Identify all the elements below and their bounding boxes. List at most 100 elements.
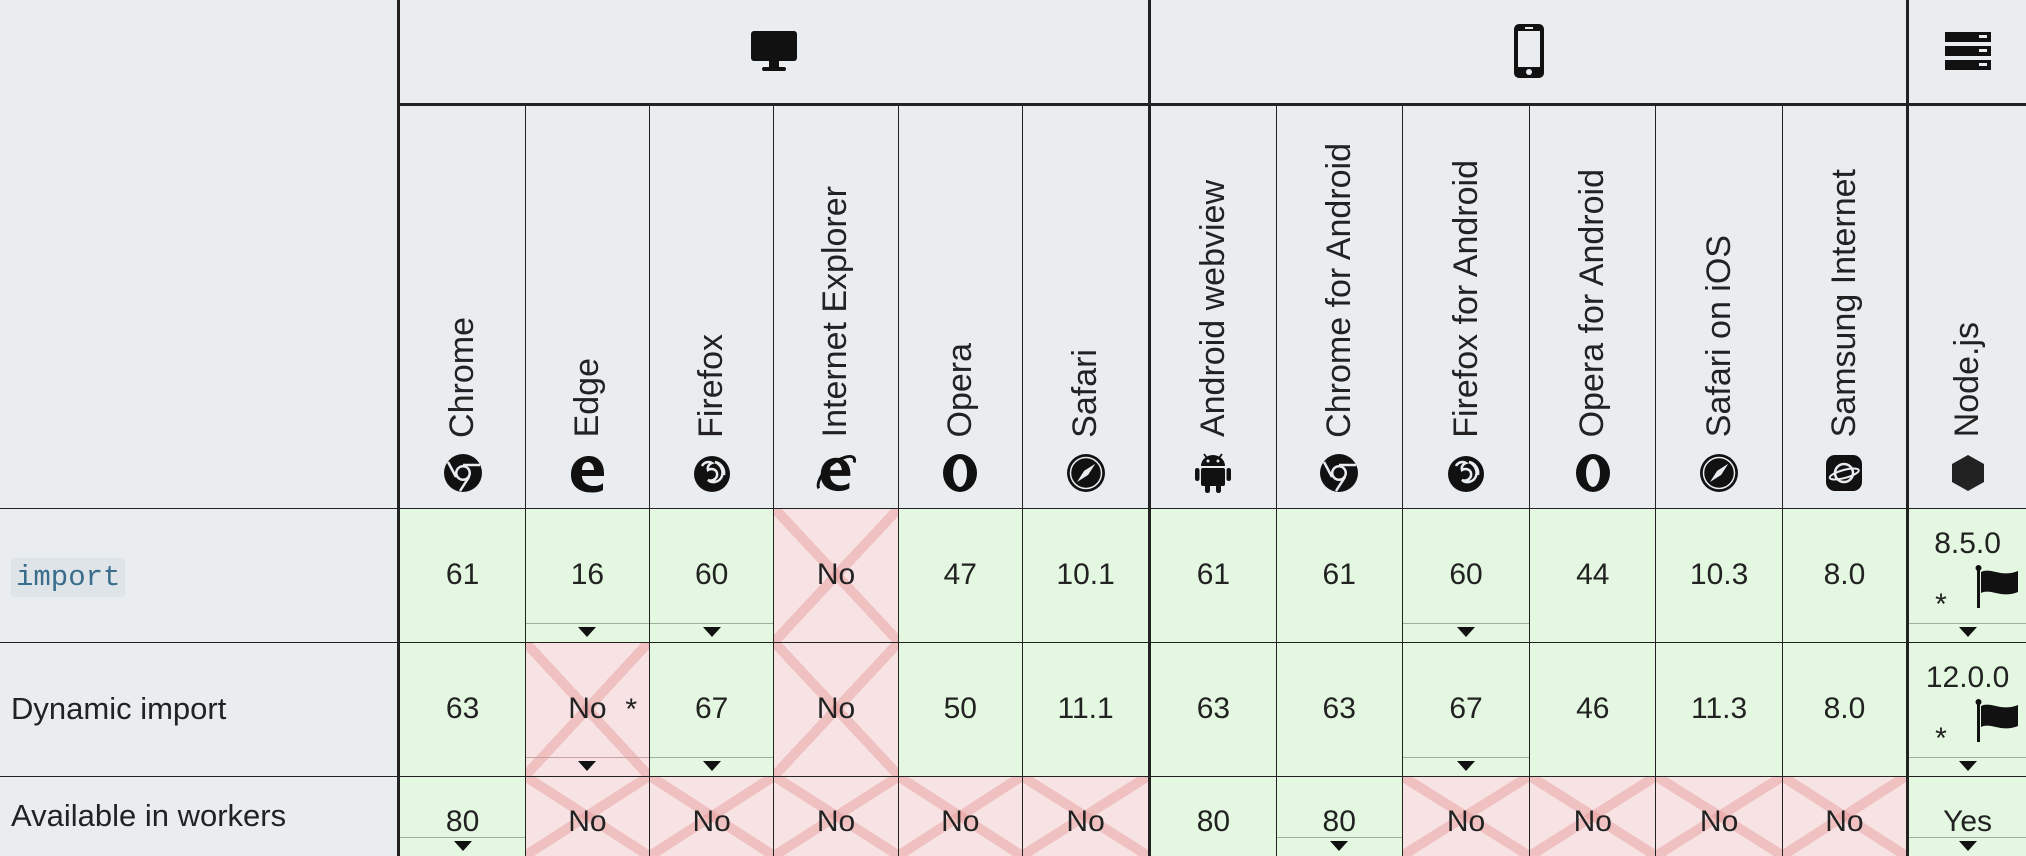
browser-header-chrome-for-android: Chrome for Android <box>1275 104 1403 508</box>
support-value: 16 <box>570 558 605 591</box>
support-value: 63 <box>1196 692 1231 725</box>
browser-header-firefox-for-android: Firefox for Android <box>1401 104 1530 508</box>
browser-name: Firefox <box>692 333 731 438</box>
support-value: No <box>1699 805 1739 839</box>
note-asterisk-icon: * <box>1935 721 1947 755</box>
browser-name: Node.js <box>1948 322 1987 438</box>
browser-header-firefox: Firefox <box>649 104 774 508</box>
triangle-down-icon <box>702 760 721 771</box>
support-value: 60 <box>695 558 729 591</box>
support-cell[interactable]: Yes <box>1906 775 2026 856</box>
support-cell: No <box>773 641 899 776</box>
triangle-down-icon <box>578 626 597 637</box>
support-cell[interactable]: No * <box>524 641 650 776</box>
triangle-down-icon <box>702 626 721 637</box>
platform-header-row <box>0 0 2026 508</box>
server-icon <box>1943 32 1993 71</box>
expand-notes-toggle[interactable] <box>1910 622 2026 642</box>
support-cell: No <box>773 507 899 642</box>
support-value: No <box>816 805 856 839</box>
chrome-icon <box>442 452 484 494</box>
browser-name: Samsung Internet <box>1824 169 1863 438</box>
support-cell[interactable]: 8.5.0 * <box>1906 507 2026 642</box>
support-cell: 8.0 <box>1781 641 1908 776</box>
browser-header-node-js: Node.js <box>1906 104 2026 508</box>
support-value: 80 <box>445 805 480 839</box>
support-value: Yes <box>1943 805 1993 839</box>
support-value: 12.0.0 <box>1925 660 2010 694</box>
support-value: 46 <box>1576 692 1610 725</box>
feature-row: Available in workers 80 No No No No No 80 80 No No… <box>0 775 2026 856</box>
feature-row: Dynamic import 63 No * 67 No 50 11.1 63 63 67 46 11.… <box>0 641 2026 776</box>
browser-header-samsung-internet: Samsung Internet <box>1781 104 1908 508</box>
browser-header-chrome: Chrome <box>397 104 526 508</box>
triangle-down-icon <box>578 760 597 771</box>
support-cell: No <box>649 775 774 856</box>
safari-icon <box>1065 452 1107 494</box>
expand-notes-toggle[interactable] <box>1277 837 1402 856</box>
support-cell[interactable]: 60 <box>1401 507 1530 642</box>
support-value: No <box>568 692 607 725</box>
support-cell: 80 <box>1148 775 1277 856</box>
expand-notes-toggle[interactable] <box>526 622 650 642</box>
expand-notes-toggle[interactable] <box>1910 837 2026 856</box>
support-cell: 11.1 <box>1021 641 1150 776</box>
support-cell[interactable]: 16 <box>524 507 650 642</box>
support-cell: 61 <box>1275 507 1403 642</box>
browser-header-safari: Safari <box>1021 104 1150 508</box>
support-value: 8.5.0 <box>1934 526 2001 560</box>
support-cell: 10.3 <box>1655 507 1783 642</box>
android-icon <box>1192 452 1234 494</box>
support-value: No <box>816 558 856 591</box>
firefox-icon <box>691 452 733 494</box>
support-cell: No <box>1021 775 1150 856</box>
internet-explorer-icon <box>815 452 857 494</box>
support-cell[interactable]: 67 <box>1401 641 1530 776</box>
feature-code-label[interactable]: import <box>11 557 126 597</box>
support-cell[interactable]: 80 <box>1275 775 1403 856</box>
support-cell[interactable]: 67 <box>649 641 774 776</box>
support-cell: 63 <box>398 641 526 776</box>
triangle-down-icon <box>1330 841 1349 851</box>
support-cell: No <box>1655 775 1783 856</box>
expand-notes-toggle[interactable] <box>1403 622 1530 642</box>
support-cell: 8.0 <box>1781 507 1908 642</box>
browser-name: Edge <box>567 358 606 438</box>
support-value: No <box>1066 805 1105 839</box>
triangle-down-icon <box>1958 760 1977 771</box>
triangle-down-icon <box>1958 626 1977 637</box>
triangle-down-icon <box>1457 760 1475 771</box>
support-cell[interactable]: 12.0.0 * <box>1906 641 2026 776</box>
support-value: 61 <box>1322 558 1356 591</box>
expand-notes-toggle[interactable] <box>1910 756 2026 776</box>
expand-notes-toggle[interactable] <box>1403 756 1530 776</box>
support-value: 63 <box>445 692 480 725</box>
browser-header-edge: Edge <box>524 104 650 508</box>
support-value: 61 <box>445 558 480 591</box>
support-cell: 44 <box>1529 507 1656 642</box>
expand-notes-toggle[interactable] <box>526 756 650 776</box>
support-value: 63 <box>1322 692 1356 725</box>
support-cell: No <box>1781 775 1908 856</box>
browser-name: Opera <box>940 343 979 438</box>
browser-name: Internet Explorer <box>816 186 855 438</box>
flag-icon <box>1974 698 2020 750</box>
feature-row: import 61 16 60 No 47 10.1 61 61 60 44 10.3 8.0 8.5.0… <box>0 507 2026 642</box>
note-asterisk-icon: * <box>1935 587 1947 621</box>
support-value: No <box>568 805 607 839</box>
expand-notes-toggle[interactable] <box>650 756 774 776</box>
support-cell[interactable]: 80 <box>398 775 526 856</box>
support-value: 10.1 <box>1056 558 1115 591</box>
expand-notes-toggle[interactable] <box>400 837 525 856</box>
firefox-icon <box>1445 452 1487 494</box>
support-value: 67 <box>1449 692 1483 725</box>
expand-notes-toggle[interactable] <box>650 622 774 642</box>
support-cell[interactable]: 60 <box>649 507 774 642</box>
table-corner <box>0 0 399 508</box>
opera-icon <box>1572 452 1614 494</box>
support-value: 50 <box>943 692 977 725</box>
support-cell: 50 <box>897 641 1023 776</box>
support-cell: 61 <box>398 507 526 642</box>
platform-mobile <box>1148 0 1908 106</box>
browser-name: Chrome <box>443 316 482 438</box>
